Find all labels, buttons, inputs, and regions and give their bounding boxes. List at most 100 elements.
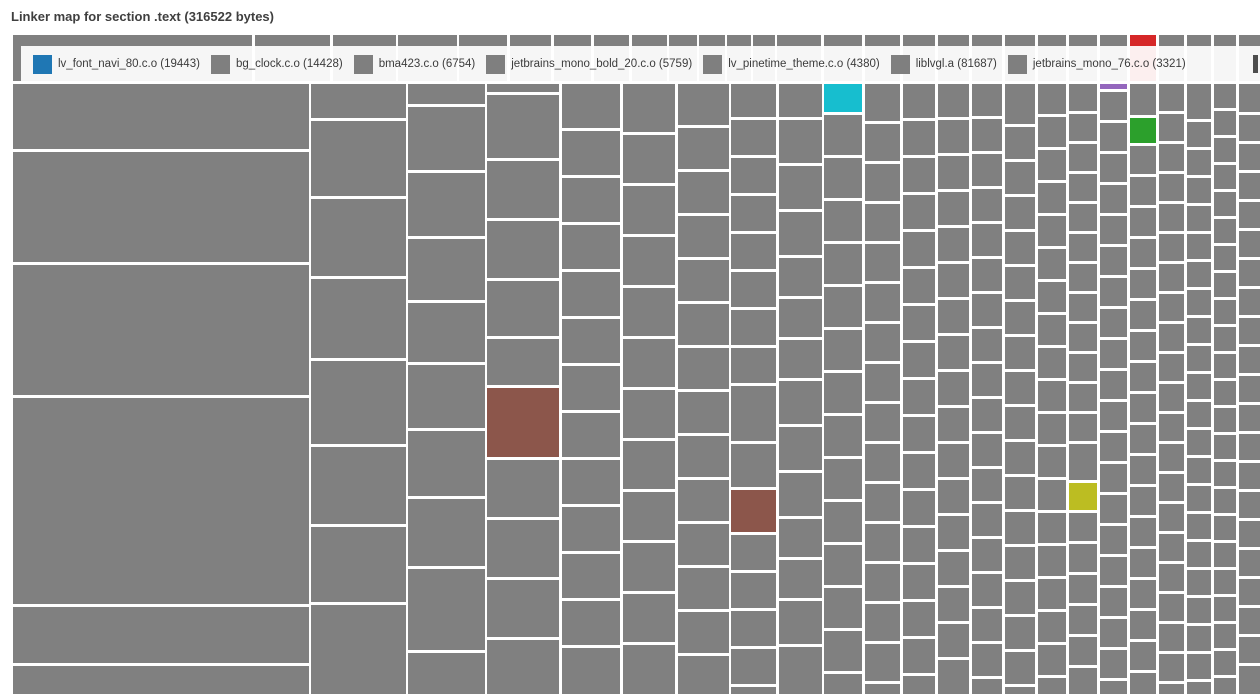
- treemap-cell[interactable]: [1187, 374, 1211, 399]
- treemap-cell[interactable]: [623, 492, 675, 540]
- treemap-cell[interactable]: [311, 199, 406, 276]
- treemap-cell[interactable]: [1159, 264, 1184, 291]
- treemap-cell[interactable]: [408, 173, 485, 236]
- treemap-cell[interactable]: [779, 258, 822, 296]
- treemap-cell[interactable]: [1100, 216, 1127, 244]
- treemap-cell[interactable]: [938, 264, 969, 297]
- treemap-cell[interactable]: [903, 343, 935, 377]
- treemap-cell[interactable]: [824, 459, 862, 499]
- treemap-cell[interactable]: [311, 527, 406, 602]
- treemap-cell[interactable]: [678, 656, 729, 694]
- treemap-cell[interactable]: [678, 436, 729, 477]
- treemap-cell[interactable]: [1239, 637, 1260, 663]
- treemap-cell[interactable]: [1100, 402, 1127, 430]
- treemap-cell[interactable]: [1038, 645, 1066, 675]
- treemap-cell[interactable]: [1214, 111, 1236, 135]
- treemap-cell[interactable]: [1100, 247, 1127, 275]
- treemap-cell[interactable]: [623, 390, 675, 438]
- treemap-cell[interactable]: [865, 204, 900, 241]
- treemap-cell[interactable]: [938, 444, 969, 477]
- treemap-cell[interactable]: [1069, 637, 1097, 665]
- treemap-cell[interactable]: [562, 131, 620, 175]
- treemap-cell[interactable]: [1100, 464, 1127, 492]
- treemap-cell[interactable]: [1130, 270, 1156, 298]
- treemap-cell[interactable]: [1038, 612, 1066, 642]
- treemap-cell[interactable]: [731, 573, 776, 608]
- treemap-cell[interactable]: [903, 417, 935, 451]
- treemap-cell[interactable]: [972, 259, 1002, 291]
- treemap-cell[interactable]: [903, 528, 935, 562]
- treemap-cell[interactable]: [1038, 150, 1066, 180]
- treemap-cell[interactable]: [1239, 144, 1260, 170]
- treemap-cell[interactable]: [1005, 617, 1035, 649]
- treemap-cell[interactable]: [1239, 289, 1260, 315]
- treemap-cell[interactable]: [678, 84, 729, 125]
- treemap-cell[interactable]: [562, 272, 620, 316]
- treemap-cell[interactable]: [865, 404, 900, 441]
- treemap-cell[interactable]: [938, 516, 969, 549]
- treemap-cell[interactable]: [903, 158, 935, 192]
- legend-item[interactable]: lv_pinetime_theme.c.o (4380): [703, 54, 880, 74]
- treemap-cell[interactable]: [1159, 114, 1184, 141]
- treemap-cell[interactable]: [1100, 154, 1127, 182]
- treemap-cell[interactable]: [903, 84, 935, 118]
- treemap-cell[interactable]: [623, 135, 675, 183]
- treemap-cell[interactable]: [1159, 294, 1184, 321]
- treemap-cell[interactable]: [972, 539, 1002, 571]
- treemap-cell[interactable]: [1005, 372, 1035, 404]
- treemap-cell[interactable]: [562, 225, 620, 269]
- treemap-cell[interactable]: [1005, 302, 1035, 334]
- treemap-cell[interactable]: [678, 392, 729, 433]
- treemap-cell[interactable]: [938, 300, 969, 333]
- treemap-cell[interactable]: [938, 120, 969, 153]
- treemap-cell[interactable]: [865, 244, 900, 281]
- treemap-cell[interactable]: [678, 568, 729, 609]
- treemap-cell[interactable]: [1069, 204, 1097, 231]
- treemap-cell[interactable]: [824, 115, 862, 155]
- treemap-cell[interactable]: [972, 434, 1002, 466]
- treemap-cell[interactable]: [1214, 84, 1236, 108]
- treemap-cell[interactable]: [865, 444, 900, 481]
- treemap-cell[interactable]: [731, 490, 776, 532]
- treemap-cell[interactable]: [938, 228, 969, 261]
- treemap-cell[interactable]: [623, 186, 675, 234]
- treemap-cell[interactable]: [865, 604, 900, 641]
- treemap-cell[interactable]: [1005, 652, 1035, 684]
- treemap-cell[interactable]: [1214, 543, 1236, 567]
- treemap-cell[interactable]: [1130, 518, 1156, 546]
- treemap-cell[interactable]: [824, 287, 862, 327]
- treemap-cell[interactable]: [779, 601, 822, 644]
- treemap-cell[interactable]: [1069, 575, 1097, 603]
- treemap-cell[interactable]: [487, 161, 559, 218]
- treemap-cell[interactable]: [972, 609, 1002, 641]
- treemap-cell[interactable]: [1187, 346, 1211, 371]
- treemap-cell[interactable]: [1130, 177, 1156, 205]
- treemap-cell[interactable]: [1130, 363, 1156, 391]
- treemap-cell[interactable]: [779, 560, 822, 598]
- treemap-cell[interactable]: [408, 84, 485, 104]
- treemap-cell[interactable]: [972, 644, 1002, 676]
- treemap-cell[interactable]: [1214, 246, 1236, 270]
- treemap-cell[interactable]: [1159, 504, 1184, 531]
- treemap-cell[interactable]: [1159, 204, 1184, 231]
- treemap-cell[interactable]: [779, 427, 822, 470]
- treemap-cell[interactable]: [1038, 579, 1066, 609]
- legend-item[interactable]: jetbrains_mono_bold_20.c.o (5759): [486, 54, 692, 74]
- treemap-cell[interactable]: [487, 460, 559, 517]
- treemap-cell[interactable]: [1214, 408, 1236, 432]
- treemap-cell[interactable]: [1130, 673, 1156, 694]
- treemap-cell[interactable]: [1214, 624, 1236, 648]
- treemap-cell[interactable]: [1239, 231, 1260, 257]
- treemap-cell[interactable]: [1130, 549, 1156, 577]
- treemap-cell[interactable]: [972, 119, 1002, 151]
- treemap-cell[interactable]: [1038, 513, 1066, 543]
- treemap-cell[interactable]: [865, 284, 900, 321]
- treemap-cell[interactable]: [938, 336, 969, 369]
- treemap-cell[interactable]: [1187, 178, 1211, 203]
- treemap-cell[interactable]: [779, 647, 822, 694]
- treemap-cell[interactable]: [1214, 219, 1236, 243]
- treemap-cell[interactable]: [562, 601, 620, 645]
- treemap-cell[interactable]: [1214, 327, 1236, 351]
- treemap-cell[interactable]: [1187, 598, 1211, 623]
- treemap-cell[interactable]: [824, 244, 862, 284]
